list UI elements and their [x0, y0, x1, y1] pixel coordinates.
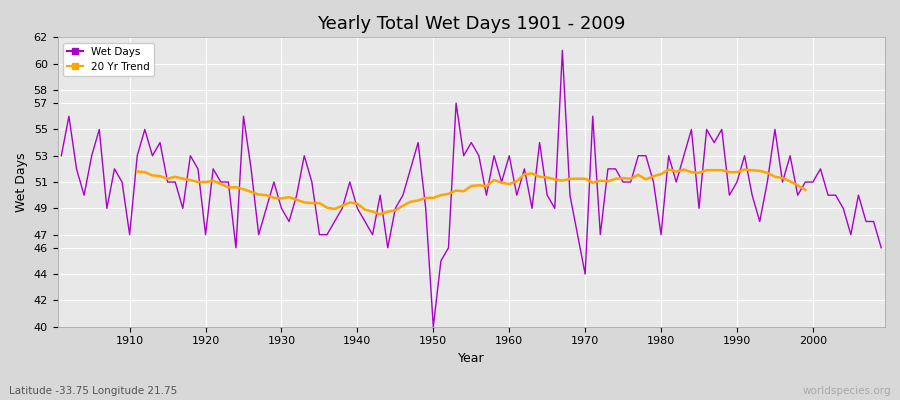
X-axis label: Year: Year [458, 352, 484, 365]
Y-axis label: Wet Days: Wet Days [15, 152, 28, 212]
Text: Latitude -33.75 Longitude 21.75: Latitude -33.75 Longitude 21.75 [9, 386, 177, 396]
Legend: Wet Days, 20 Yr Trend: Wet Days, 20 Yr Trend [63, 42, 154, 76]
Title: Yearly Total Wet Days 1901 - 2009: Yearly Total Wet Days 1901 - 2009 [317, 15, 626, 33]
Text: worldspecies.org: worldspecies.org [803, 386, 891, 396]
